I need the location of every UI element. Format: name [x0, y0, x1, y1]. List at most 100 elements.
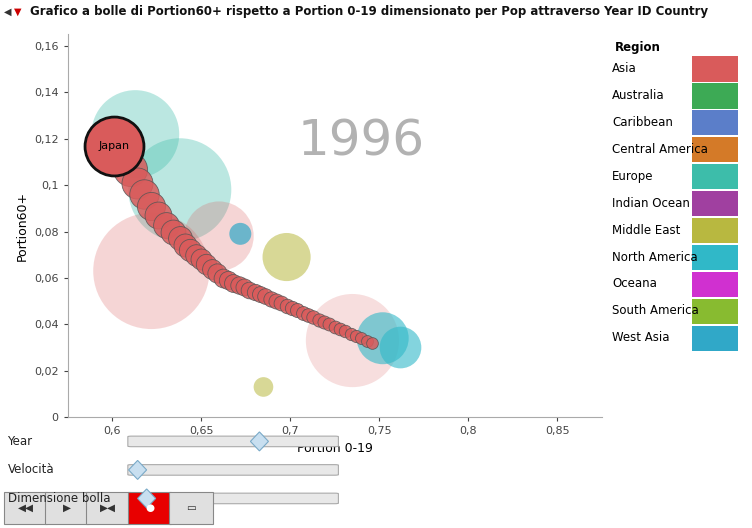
Point — [159, 220, 171, 229]
Point — [129, 130, 141, 138]
Point — [235, 230, 247, 238]
Polygon shape — [250, 432, 268, 451]
FancyBboxPatch shape — [4, 492, 47, 524]
FancyBboxPatch shape — [128, 465, 338, 475]
Point — [238, 283, 250, 291]
Point — [257, 383, 269, 391]
Text: West Asia: West Asia — [612, 332, 670, 344]
Text: North America: North America — [612, 250, 698, 263]
X-axis label: Portion 0-19: Portion 0-19 — [297, 442, 372, 455]
Text: ●: ● — [145, 503, 154, 513]
Text: ◀: ◀ — [4, 7, 11, 17]
Point — [270, 297, 282, 305]
Point — [174, 185, 186, 194]
Point — [356, 334, 368, 343]
Bar — [692, 299, 738, 324]
Point — [138, 190, 150, 199]
Point — [131, 178, 143, 187]
Point — [249, 288, 261, 296]
Polygon shape — [129, 460, 147, 479]
Point — [302, 311, 314, 319]
Point — [174, 234, 186, 243]
Bar — [692, 326, 738, 351]
Point — [350, 332, 362, 340]
Point — [344, 329, 356, 338]
Point — [190, 250, 202, 259]
Text: Asia: Asia — [612, 62, 637, 74]
Point — [339, 327, 351, 335]
FancyBboxPatch shape — [128, 492, 171, 524]
Point — [280, 301, 293, 310]
Bar — [692, 110, 738, 136]
Point — [124, 165, 136, 173]
Point — [296, 308, 308, 317]
Bar — [692, 137, 738, 163]
Polygon shape — [138, 489, 156, 508]
Point — [232, 281, 244, 289]
Bar — [692, 83, 738, 109]
Bar — [692, 164, 738, 190]
Text: Year: Year — [8, 435, 32, 448]
Bar — [692, 272, 738, 297]
Point — [329, 323, 341, 331]
Bar — [692, 56, 738, 81]
Bar — [692, 245, 738, 270]
Text: South America: South America — [612, 305, 699, 317]
Text: Oceana: Oceana — [612, 278, 657, 290]
FancyBboxPatch shape — [86, 492, 130, 524]
Point — [334, 325, 346, 333]
Text: ◀◀: ◀◀ — [17, 503, 34, 513]
Point — [179, 241, 191, 250]
Text: ▶: ▶ — [63, 503, 71, 513]
Text: Caribbean: Caribbean — [612, 116, 673, 129]
FancyBboxPatch shape — [128, 493, 338, 504]
Point — [222, 276, 234, 285]
Text: Central America: Central America — [612, 143, 708, 156]
Text: Australia: Australia — [612, 89, 665, 102]
Point — [211, 269, 223, 278]
Text: Grafico a bolle di Portion60+ rispetto a Portion 0-19 dimensionato per Pop attra: Grafico a bolle di Portion60+ rispetto a… — [30, 5, 708, 18]
Point — [227, 278, 239, 287]
Point — [395, 343, 407, 352]
Text: Region: Region — [615, 41, 661, 54]
Text: ▭: ▭ — [186, 503, 196, 513]
Point — [108, 142, 120, 150]
Point — [145, 267, 157, 275]
Point — [243, 285, 255, 294]
Text: ▶◀: ▶◀ — [100, 503, 117, 513]
Text: ▼: ▼ — [14, 7, 21, 17]
Point — [286, 304, 298, 312]
Point — [213, 232, 225, 240]
Point — [265, 295, 277, 303]
Text: Middle East: Middle East — [612, 223, 681, 237]
Text: Indian Ocean: Indian Ocean — [612, 196, 690, 210]
Point — [108, 142, 120, 150]
Point — [308, 313, 320, 322]
Text: Europe: Europe — [612, 169, 653, 183]
Point — [291, 306, 303, 315]
Point — [347, 336, 359, 345]
Point — [259, 293, 271, 301]
Point — [275, 299, 287, 308]
Point — [377, 334, 389, 343]
Point — [366, 338, 378, 347]
Y-axis label: Portion60+: Portion60+ — [16, 191, 29, 261]
Point — [184, 246, 196, 254]
Text: Japan: Japan — [99, 140, 129, 150]
Point — [313, 315, 325, 324]
Point — [206, 265, 218, 273]
Point — [280, 253, 293, 261]
Point — [254, 290, 266, 298]
Point — [201, 260, 213, 268]
Bar — [692, 191, 738, 216]
Bar — [692, 218, 738, 243]
Point — [145, 202, 157, 210]
FancyBboxPatch shape — [45, 492, 89, 524]
Text: Velocità: Velocità — [8, 464, 54, 476]
FancyBboxPatch shape — [169, 492, 213, 524]
Point — [217, 274, 229, 282]
Point — [361, 336, 373, 345]
Point — [153, 211, 165, 220]
Point — [318, 318, 330, 326]
Text: Dimensione bolla: Dimensione bolla — [8, 492, 110, 505]
